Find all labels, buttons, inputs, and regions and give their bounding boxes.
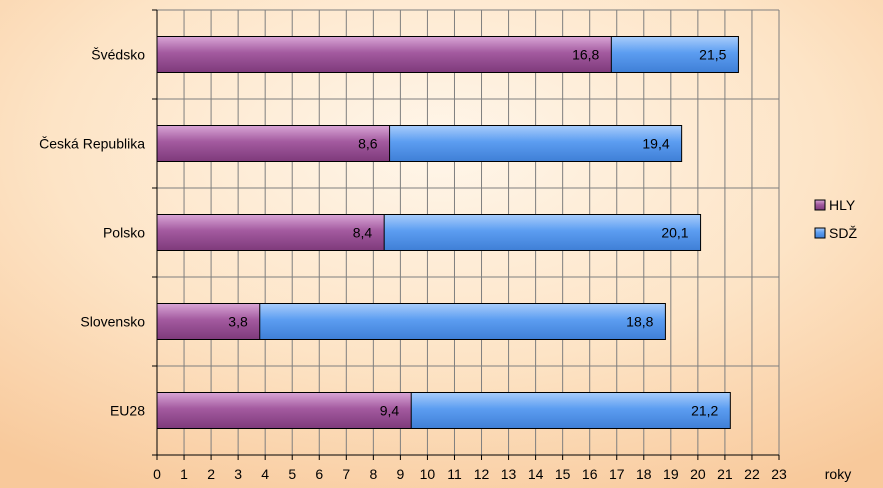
bar-hly-2 [156,214,385,251]
data-label: 9,4 [380,403,400,419]
x-tick-label: 0 [153,466,161,482]
x-tick-label: 18 [636,466,652,482]
x-tick-label: 17 [609,466,625,482]
legend-swatch-1 [814,227,826,239]
bar-hly-0 [156,36,612,73]
category-label: Slovensko [80,314,145,330]
category-label: Česká Republika [39,136,145,152]
x-tick-label: 20 [690,466,706,482]
x-tick-label: 15 [555,466,571,482]
x-tick-label: 5 [288,466,296,482]
data-label: 21,5 [699,47,726,63]
data-label: 19,4 [642,136,669,152]
x-axis-label: roky [825,466,851,482]
bar-hly-3 [156,303,261,340]
data-label: 16,8 [572,47,599,63]
x-tick-label: 13 [501,466,517,482]
legend: HLY SDŽ [814,197,857,241]
legend-swatch-0 [814,199,826,211]
x-tick-label: 4 [261,466,269,482]
x-tick-label: 14 [528,466,544,482]
x-tick-label: 11 [447,466,462,482]
x-tick-label: 21 [717,466,733,482]
x-tick-label: 3 [234,466,242,482]
x-tick-label: 16 [582,466,598,482]
x-tick-label: 8 [369,466,377,482]
data-label: 20,1 [661,225,688,241]
bar-hly-4 [156,392,412,429]
data-label: 3,8 [228,314,248,330]
data-label: 18,8 [626,314,653,330]
x-tick-label: 23 [771,466,787,482]
category-label: EU28 [110,403,145,419]
x-tick-label: 12 [474,466,490,482]
plot-area: 0 1 2 3 4 5 6 7 8 9 10 11 12 13 14 15 16 17 18 19 20 21 22 23 ro… [39,9,851,482]
x-tick-label: 7 [342,466,350,482]
category-label: Polsko [103,225,145,241]
x-tick-label: 19 [663,466,679,482]
data-label: 8,6 [358,136,378,152]
category-label: Švédsko [91,47,145,63]
x-tick-label: 10 [420,466,436,482]
x-tick-label: 6 [315,466,323,482]
data-label: 21,2 [691,403,718,419]
x-tick-label: 22 [744,466,760,482]
data-label: 8,4 [353,225,373,241]
x-tick-label: 1 [180,466,188,482]
legend-label: HLY [829,197,856,213]
x-tick-label: 2 [207,466,215,482]
legend-label: SDŽ [829,225,857,241]
x-tick-label: 9 [396,466,404,482]
bar-hly-1 [156,125,391,162]
